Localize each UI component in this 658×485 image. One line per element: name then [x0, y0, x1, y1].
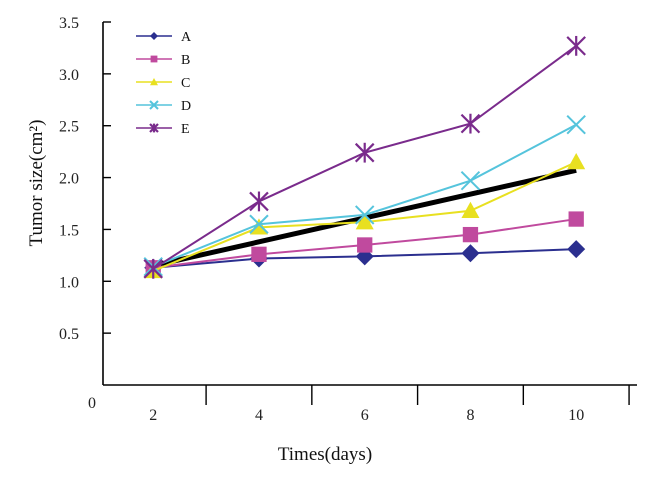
data-point-x	[355, 205, 375, 225]
data-point-triangle	[150, 78, 158, 86]
y-tick-label: 3.5	[59, 15, 79, 32]
legend-item-e: E	[136, 122, 190, 137]
data-point-diamond	[150, 32, 158, 40]
data-point-star	[149, 123, 159, 133]
x-tick-label: 2	[149, 407, 157, 424]
data-point-square	[251, 246, 267, 262]
data-point-star	[249, 191, 269, 212]
data-point-x-stroke	[460, 170, 481, 191]
axes	[102, 22, 637, 386]
legend-item-d: D	[136, 99, 191, 114]
data-point-triangle	[249, 218, 268, 235]
data-point-x	[249, 214, 269, 234]
x-tick-label: 4	[255, 407, 263, 424]
x-tick-label: 10	[568, 407, 584, 424]
x-tick-label: 6	[361, 407, 369, 424]
legend-item-a: A	[136, 30, 192, 45]
legend-label: B	[181, 53, 190, 68]
y-tick-label: 0.5	[59, 326, 79, 343]
y-tick-label: 1.0	[59, 274, 79, 291]
y-axis-title: Tumor size(cm²)	[26, 120, 47, 247]
data-point-star	[566, 35, 586, 56]
data-point-x	[460, 170, 481, 191]
data-point-star	[143, 258, 164, 279]
data-point-triangle	[567, 153, 586, 170]
x-ticks: 2 4 6 8 10	[149, 385, 630, 424]
legend-item-b: B	[136, 53, 190, 68]
data-point-triangle	[355, 213, 374, 230]
data-point-diamond	[567, 240, 586, 259]
legend-label: C	[181, 76, 190, 91]
data-point-x-stroke	[355, 205, 375, 225]
data-point-x-stroke	[566, 114, 586, 135]
data-point-x-stroke	[149, 100, 159, 110]
data-point-square	[462, 226, 479, 243]
series-group	[143, 35, 586, 279]
legend-label: A	[181, 30, 192, 45]
legend-label: E	[181, 122, 190, 137]
y-tick-label: 2.0	[59, 171, 79, 188]
y-tick-label: 2.5	[59, 119, 79, 136]
data-point-square	[568, 211, 584, 227]
data-point-diamond	[461, 244, 480, 263]
series-e	[143, 35, 586, 279]
y-tick-label: 1.5	[59, 222, 79, 239]
y-ticks: 0 0.5 1.0 1.5 2.0 2.5 3.0 3.5	[59, 15, 111, 412]
data-point-x	[566, 114, 586, 135]
x-axis-title: Times(days)	[278, 444, 372, 465]
x-tick-label: 8	[466, 407, 474, 424]
y-tick-label: 0	[88, 395, 96, 412]
legend-label: D	[181, 99, 191, 114]
data-point-star	[354, 142, 375, 163]
data-point-triangle	[461, 201, 480, 218]
data-point-square	[357, 237, 373, 253]
series-d	[143, 114, 586, 277]
y-tick-label: 3.0	[59, 67, 79, 84]
data-point-star	[460, 113, 481, 134]
legend-item-c: C	[136, 76, 190, 91]
data-point-x	[149, 100, 159, 110]
data-point-x-stroke	[249, 214, 269, 234]
data-point-square	[150, 55, 158, 63]
